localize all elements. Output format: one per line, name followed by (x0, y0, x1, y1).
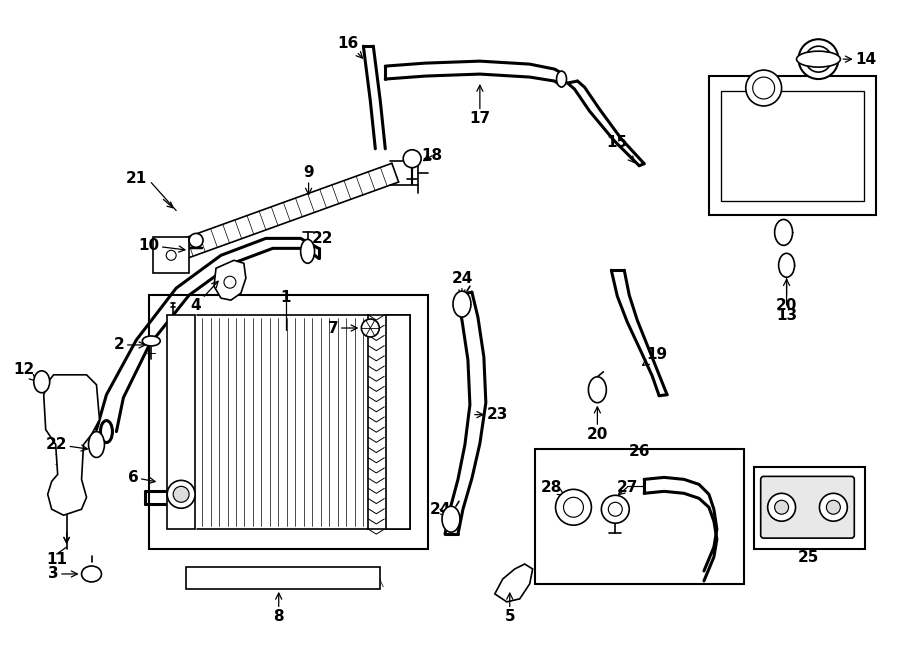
Polygon shape (44, 375, 100, 515)
Bar (186, 567, 381, 589)
Text: 26: 26 (628, 444, 650, 459)
Circle shape (806, 46, 832, 72)
Text: 12: 12 (14, 362, 36, 381)
Text: 25: 25 (797, 549, 819, 564)
Bar (149, 295, 428, 549)
Circle shape (224, 276, 236, 288)
Circle shape (798, 39, 839, 79)
Text: 24: 24 (451, 271, 472, 296)
Bar (535, 449, 743, 584)
Text: 1: 1 (281, 290, 291, 305)
Text: 2: 2 (114, 337, 145, 352)
Ellipse shape (301, 239, 315, 263)
Text: 4: 4 (191, 282, 218, 313)
Polygon shape (495, 564, 533, 602)
Text: 10: 10 (139, 238, 185, 253)
Bar (167, 315, 195, 529)
Circle shape (601, 495, 629, 524)
Circle shape (819, 493, 847, 521)
Text: 28: 28 (541, 480, 565, 496)
Text: 11: 11 (46, 551, 68, 566)
Text: 8: 8 (274, 593, 284, 624)
Circle shape (563, 497, 583, 517)
Text: 7: 7 (328, 321, 357, 336)
Text: 21: 21 (126, 171, 147, 186)
Bar (386, 315, 410, 529)
Ellipse shape (778, 253, 795, 277)
Text: 24: 24 (429, 502, 451, 517)
Bar (709, 76, 877, 215)
Ellipse shape (589, 377, 607, 403)
Text: 23: 23 (474, 407, 508, 422)
Text: 22: 22 (302, 231, 333, 254)
Text: 6: 6 (128, 470, 155, 485)
Ellipse shape (775, 219, 793, 245)
Circle shape (752, 77, 775, 99)
Bar (753, 467, 865, 549)
Ellipse shape (101, 420, 112, 442)
Ellipse shape (82, 566, 102, 582)
Circle shape (746, 70, 781, 106)
Text: 16: 16 (338, 36, 363, 58)
Text: 15: 15 (607, 136, 634, 163)
Ellipse shape (142, 336, 160, 346)
Text: 3: 3 (49, 566, 77, 582)
Text: 5: 5 (504, 593, 515, 624)
Ellipse shape (34, 371, 50, 393)
Bar (721, 91, 864, 200)
Text: 20: 20 (587, 407, 608, 442)
Ellipse shape (796, 51, 841, 67)
Text: 19: 19 (643, 348, 668, 366)
Ellipse shape (442, 506, 460, 532)
Circle shape (166, 251, 176, 260)
FancyBboxPatch shape (760, 477, 854, 538)
Ellipse shape (556, 71, 566, 87)
Circle shape (555, 489, 591, 525)
Text: 9: 9 (303, 165, 314, 194)
Circle shape (403, 150, 421, 168)
Circle shape (775, 500, 788, 514)
Circle shape (768, 493, 796, 521)
Text: 13: 13 (776, 262, 797, 323)
Text: 14: 14 (843, 52, 877, 67)
Ellipse shape (453, 291, 471, 317)
Bar (153, 237, 189, 273)
Ellipse shape (88, 432, 104, 457)
Polygon shape (214, 260, 246, 300)
Circle shape (167, 481, 195, 508)
Text: 17: 17 (469, 85, 491, 126)
Circle shape (826, 500, 841, 514)
Text: 22: 22 (46, 437, 87, 452)
Circle shape (189, 233, 203, 247)
Circle shape (608, 502, 622, 516)
Text: 18: 18 (421, 148, 443, 163)
Text: 27: 27 (616, 480, 638, 495)
Circle shape (362, 319, 379, 337)
Text: 20: 20 (776, 280, 797, 313)
Circle shape (173, 486, 189, 502)
